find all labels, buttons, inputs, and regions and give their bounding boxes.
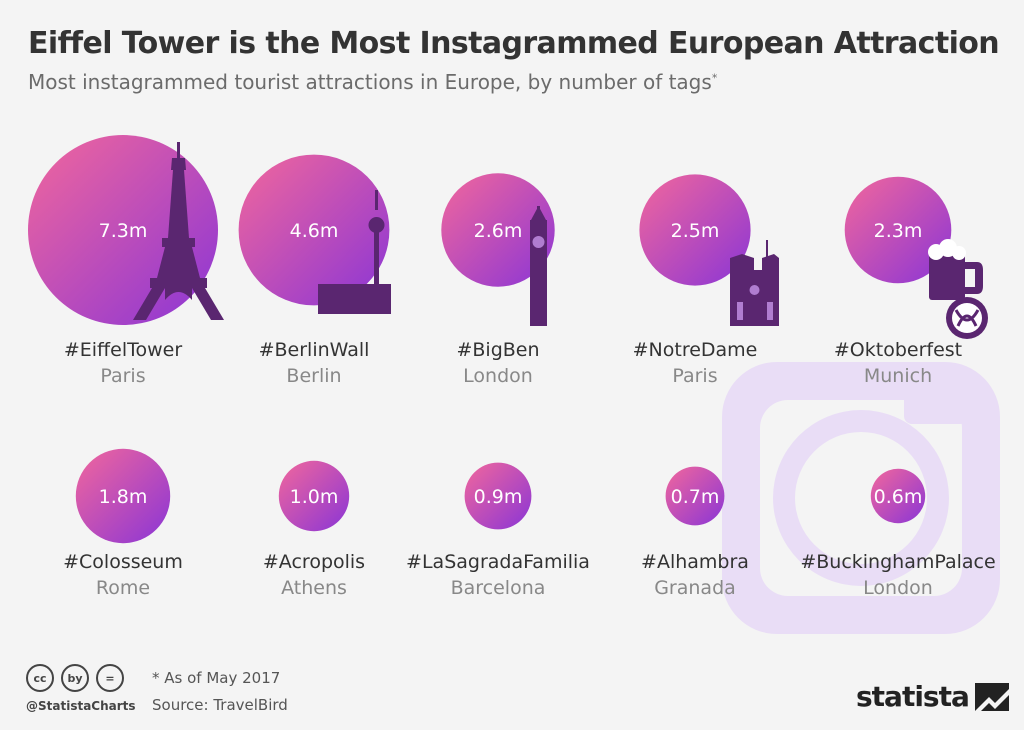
attraction-tag: #BigBen <box>456 339 539 361</box>
bubble <box>278 460 350 532</box>
city-label: Granada <box>654 577 736 599</box>
city-label: London <box>863 577 933 599</box>
bubble-item: 2.6m #BigBen London <box>441 173 555 387</box>
bubble <box>665 466 725 526</box>
city-label: Rome <box>96 577 150 599</box>
tv-tower-icon <box>318 190 391 314</box>
big-ben-icon <box>530 206 547 326</box>
bubble <box>75 448 171 544</box>
bubble <box>441 173 555 287</box>
eiffel-tower-icon <box>133 142 224 320</box>
bubble-value-label: 0.6m <box>874 486 923 508</box>
source-note: Source: TravelBird <box>152 696 288 714</box>
attraction-tag: #LaSagradaFamilia <box>406 551 590 573</box>
bubble-item: 1.0m #Acropolis Athens <box>263 460 365 599</box>
attraction-tag: #NotreDame <box>633 339 758 361</box>
bubble-item: 1.8m #Colosseum Rome <box>63 448 183 599</box>
attraction-tag: #EiffelTower <box>64 339 182 361</box>
city-label: London <box>463 365 533 387</box>
bubble-value-label: 4.6m <box>290 220 339 242</box>
beer-pretzel-icon <box>928 239 988 339</box>
attraction-tag: #Colosseum <box>63 551 183 573</box>
city-label: Paris <box>672 365 717 387</box>
bubble-value-label: 1.0m <box>290 486 339 508</box>
notre-dame-icon <box>730 240 779 326</box>
bubble <box>639 174 751 286</box>
bubble-item: 0.6m #BuckinghamPalace London <box>800 468 996 599</box>
bubble-value-label: 2.3m <box>874 220 923 242</box>
subtitle-text: Most instagrammed tourist attractions in… <box>28 70 712 94</box>
subtitle-footnote-mark: * <box>711 71 718 85</box>
bubble-value-label: 2.5m <box>671 220 720 242</box>
brand-name: statista <box>856 680 970 713</box>
statista-mark-icon <box>974 682 1009 711</box>
chart-subtitle: Most instagrammed tourist attractions in… <box>28 70 717 94</box>
bubble <box>844 176 952 284</box>
bubble <box>870 468 926 524</box>
bubble <box>238 154 390 306</box>
bubble-value-label: 0.9m <box>474 486 523 508</box>
bubble-chart: 7.3m #EiffelTower Paris 4.6m #BerlinWall Berl… <box>28 135 1000 634</box>
attraction-tag: #Oktoberfest <box>834 339 962 361</box>
bubble-item: 4.6m #BerlinWall Berlin <box>238 154 390 387</box>
attribution-icon: by <box>61 664 89 692</box>
attraction-tag: #BuckinghamPalace <box>800 551 995 573</box>
statista-logo[interactable]: statista <box>856 680 1009 713</box>
city-label: Barcelona <box>451 577 546 599</box>
bubble-item: 2.3m #Oktoberfest Munich <box>834 176 962 387</box>
bubble-item: 0.7m #Alhambra Granada <box>641 466 749 599</box>
twitter-handle: @StatistaCharts <box>26 699 136 713</box>
city-label: Athens <box>281 577 347 599</box>
city-label: Berlin <box>286 365 341 387</box>
chart-title: Eiffel Tower is the Most Instagrammed Eu… <box>28 26 1000 61</box>
no-derivatives-icon: = <box>96 664 124 692</box>
bubble-value-label: 0.7m <box>671 486 720 508</box>
footnote: * As of May 2017 <box>152 669 281 687</box>
bubble-value-label: 2.6m <box>474 220 523 242</box>
bubble <box>464 462 532 530</box>
city-label: Paris <box>100 365 145 387</box>
attraction-tag: #Acropolis <box>263 551 365 573</box>
instagram-logo-icon <box>722 362 1000 634</box>
bubble-value-label: 1.8m <box>99 486 148 508</box>
attraction-tag: #BerlinWall <box>259 339 370 361</box>
cc-icon: cc <box>26 664 54 692</box>
bubble-item: 0.9m #LaSagradaFamilia Barcelona <box>406 462 590 599</box>
attraction-tag: #Alhambra <box>641 551 749 573</box>
city-label: Munich <box>864 365 932 387</box>
bubble-item: 2.5m #NotreDame Paris <box>633 174 758 387</box>
bubble-value-label: 7.3m <box>99 220 148 242</box>
creative-commons-icons: cc by = <box>26 664 124 692</box>
